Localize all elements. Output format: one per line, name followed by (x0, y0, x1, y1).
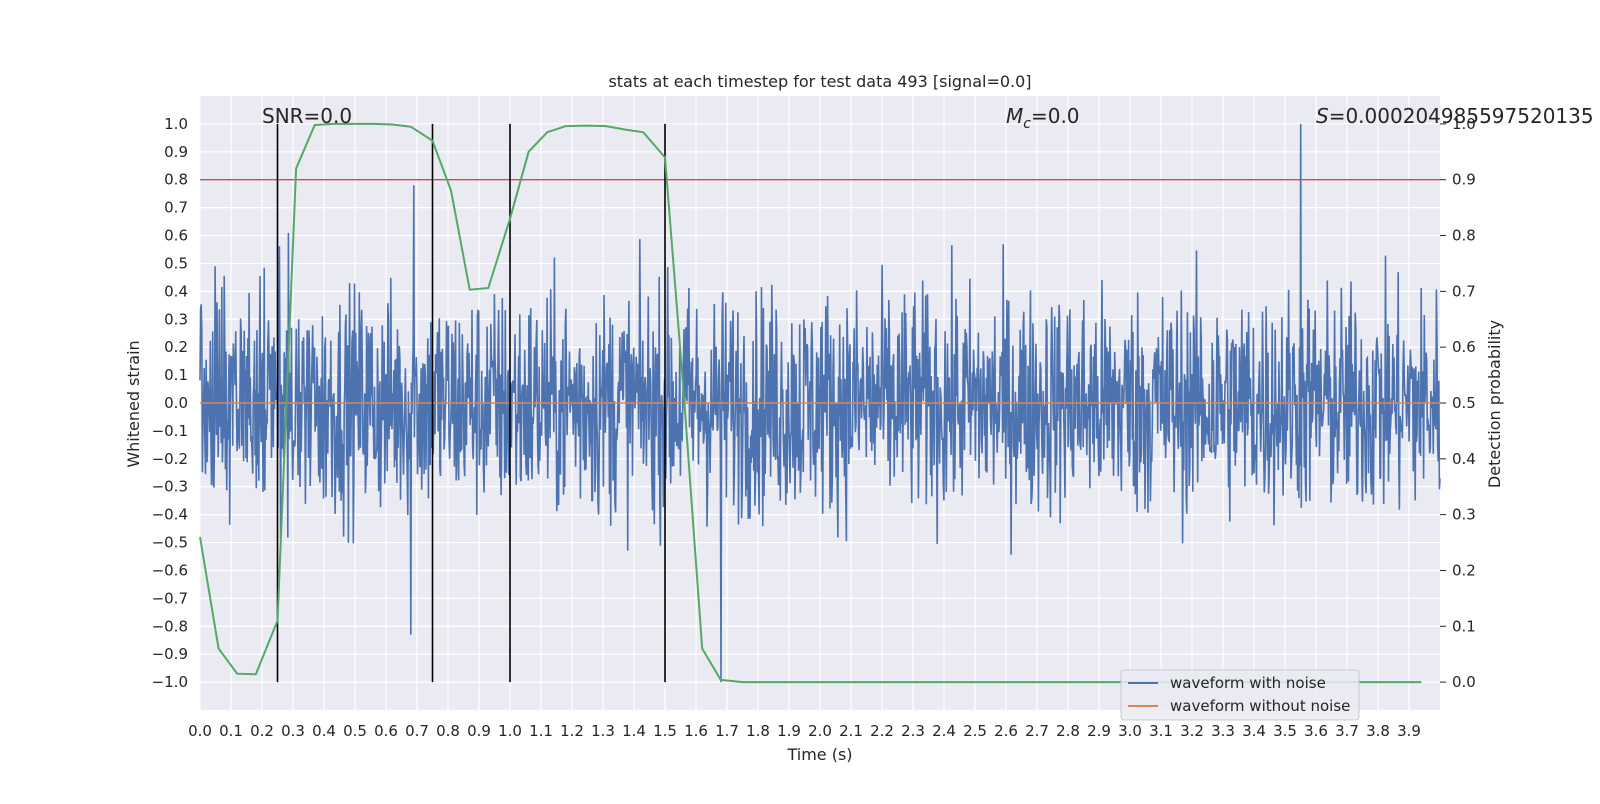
x-tick-label: 1.1 (529, 722, 553, 740)
y-tick-label: 0.8 (164, 171, 188, 189)
x-tick-label: 1.9 (777, 722, 801, 740)
x-tick-label: 1.2 (560, 722, 584, 740)
y-tick-label: −0.9 (152, 645, 188, 663)
legend-label-noise: waveform with noise (1170, 674, 1326, 692)
x-tick-label: 2.0 (808, 722, 832, 740)
y-tick-label: 0.5 (164, 254, 188, 272)
x-tick-label: 0.8 (436, 722, 460, 740)
y-tick-label: 0.6 (164, 227, 188, 245)
legend-box (1120, 669, 1360, 721)
chart-title: stats at each timestep for test data 493… (608, 72, 1031, 91)
x-tick-label: 0.4 (312, 722, 336, 740)
x-tick-label: 3.9 (1397, 722, 1421, 740)
tick-labels: 0.0 0.1 0.2 0.3 0.4 0.5 0.6 0.7 0.8 0.9 1.0 1.1 1.2 1… (152, 115, 1476, 740)
y-tick-label: 0.3 (164, 310, 188, 328)
x-tick-label: 2.1 (839, 722, 863, 740)
x-tick-label: 3.6 (1304, 722, 1328, 740)
x-tick-label: 3.4 (1242, 722, 1266, 740)
y2-tick-label: 0.5 (1452, 394, 1476, 412)
series-detection-probability (199, 122, 1422, 684)
x-tick-label: 0.0 (188, 722, 212, 740)
x-tick-label: 3.1 (1149, 722, 1173, 740)
y-tick-label: −0.2 (152, 450, 188, 468)
x-tick-label: 1.0 (498, 722, 522, 740)
y-tick-label: 1.0 (164, 115, 188, 133)
x-tick-label: 0.1 (219, 722, 243, 740)
legend: waveform with noise waveform without noi… (1120, 669, 1360, 721)
y-tick-label: −0.7 (152, 589, 188, 607)
x-tick-label: 3.0 (1118, 722, 1142, 740)
y2-tick-label: 0.1 (1452, 617, 1476, 635)
annotation-mc-symbol: M (1006, 104, 1023, 128)
annotation-s-value: =0.000204985597520135 (1329, 104, 1594, 128)
x-tick-label: 3.5 (1273, 722, 1297, 740)
y2-tick-label: 0.7 (1452, 282, 1476, 300)
y-tick-label: −0.1 (152, 422, 188, 440)
x-tick-label: 1.3 (591, 722, 615, 740)
x-tick-label: 3.3 (1211, 722, 1235, 740)
y2-tick-label: 0.4 (1452, 450, 1476, 468)
x-tick-label: 2.2 (870, 722, 894, 740)
annotation-s-symbol: S (1316, 104, 1329, 128)
x-tick-label: 2.6 (994, 722, 1018, 740)
y-tick-label: −0.4 (152, 506, 188, 524)
x-tick-label: 2.4 (932, 722, 956, 740)
y2-tick-label: 0.3 (1452, 506, 1476, 524)
annotation-mc-sub: c (1023, 116, 1031, 132)
y-tick-label: −0.8 (152, 617, 188, 635)
y-tick-label: −0.6 (152, 561, 188, 579)
x-tick-label: 2.5 (963, 722, 987, 740)
series-waveform-with-noise (199, 123, 1441, 683)
y2-tick-label: 0.8 (1452, 227, 1476, 245)
x-tick-label: 0.6 (374, 722, 398, 740)
x-tick-label: 1.4 (622, 722, 646, 740)
y2-axis-label: Detection probability (1485, 320, 1504, 488)
y2-tick-label: 0.9 (1452, 171, 1476, 189)
x-tick-label: 3.7 (1335, 722, 1359, 740)
y2-tick-label: 0.6 (1452, 338, 1476, 356)
x-tick-label: 0.5 (343, 722, 367, 740)
line-waveform-with-noise (199, 123, 1441, 683)
x-tick-label: 3.2 (1180, 722, 1204, 740)
x-tick-label: 1.7 (715, 722, 739, 740)
x-axis-label: Time (s) (786, 745, 852, 764)
line-detection-probability (199, 122, 1422, 684)
x-tick-label: 2.7 (1025, 722, 1049, 740)
x-tick-label: 3.8 (1366, 722, 1390, 740)
annotation-mc-value: =0.0 (1031, 104, 1080, 128)
y-tick-label: 0.9 (164, 143, 188, 161)
y-tick-label: 0.7 (164, 199, 188, 217)
y-axis-label: Whitened strain (124, 340, 143, 467)
x-tick-label: 1.6 (684, 722, 708, 740)
x-tick-label: 0.9 (467, 722, 491, 740)
y-tick-label: 0.4 (164, 282, 188, 300)
annotation-mc: Mc=0.0 (1006, 104, 1080, 132)
y-tick-label: −0.3 (152, 478, 188, 496)
y-tick-label: 0.0 (164, 394, 188, 412)
x-tick-label: 2.3 (901, 722, 925, 740)
y2-tick-label: 0.2 (1452, 561, 1476, 579)
y2-tick-label: 1.0 (1452, 115, 1476, 133)
annotation-snr: SNR=0.0 (262, 104, 352, 128)
x-tick-label: 2.9 (1087, 722, 1111, 740)
y-tick-label: 0.2 (164, 338, 188, 356)
y2-tick-label: 0.0 (1452, 673, 1476, 691)
legend-label-clean: waveform without noise (1170, 697, 1350, 715)
y-tick-label: 0.1 (164, 366, 188, 384)
x-tick-label: 0.3 (281, 722, 305, 740)
y-tick-label: −0.5 (152, 534, 188, 552)
vertical-markers (276, 123, 666, 683)
x-tick-label: 2.8 (1056, 722, 1080, 740)
x-tick-label: 0.7 (405, 722, 429, 740)
annotation-s: S=0.000204985597520135 (1316, 104, 1594, 128)
y-tick-label: −1.0 (152, 673, 188, 691)
x-tick-label: 1.5 (653, 722, 677, 740)
x-tick-label: 1.8 (746, 722, 770, 740)
x-tick-label: 0.2 (250, 722, 274, 740)
